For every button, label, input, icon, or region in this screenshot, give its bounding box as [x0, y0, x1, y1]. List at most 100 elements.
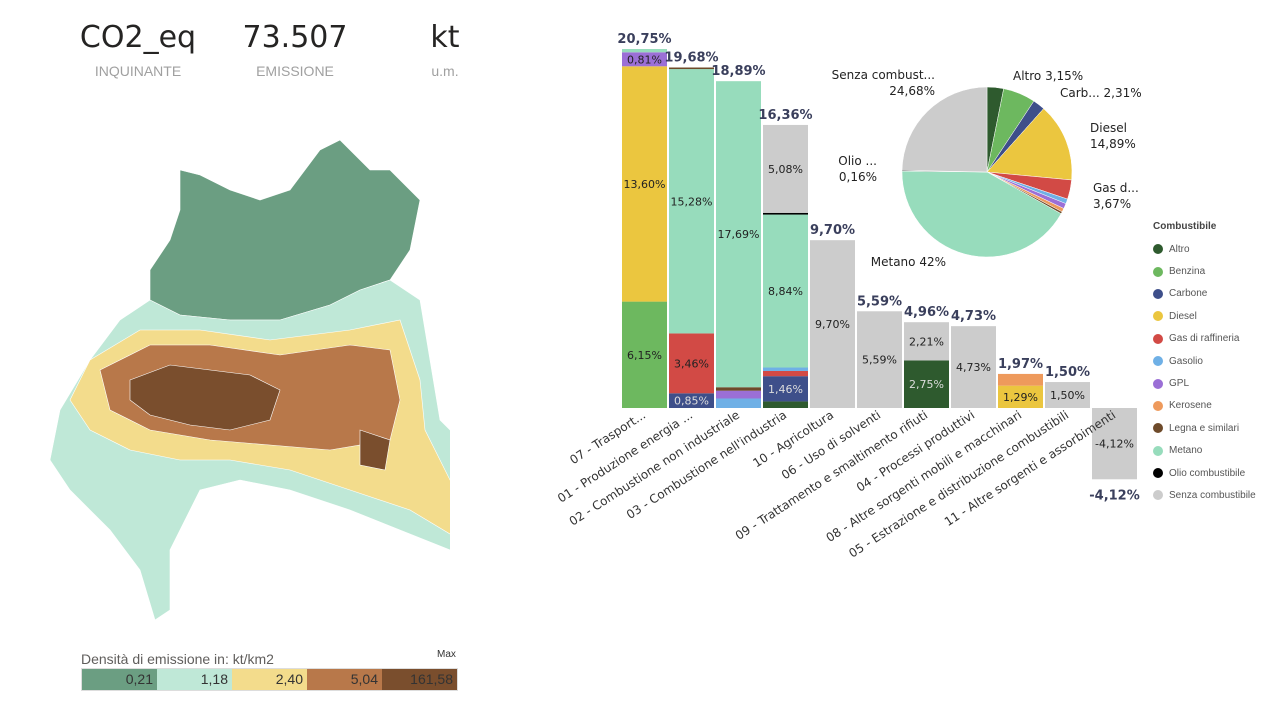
bar-segment[interactable] — [622, 52, 667, 67]
legend-item[interactable]: Kerosene — [1153, 395, 1256, 417]
bar-segment[interactable] — [763, 401, 808, 408]
pie-label-value: 14,89% — [1090, 137, 1136, 151]
legend-item[interactable]: GPL — [1153, 372, 1256, 394]
legend-label: Benzina — [1169, 266, 1206, 278]
kpi-label: u.m. — [431, 63, 459, 79]
map-color-scale: 0,21 1,18 2,40 5,04 161,58 — [81, 668, 458, 691]
legend-item[interactable]: Senza combustibile — [1153, 484, 1256, 506]
bar-segment[interactable] — [763, 214, 808, 368]
bar-total-label: 4,96% — [904, 305, 949, 320]
map-scale-max-label: Max — [437, 649, 456, 660]
map-region-very-high[interactable] — [359, 429, 391, 471]
bar-segment[interactable] — [763, 124, 808, 213]
bar-segment[interactable] — [763, 370, 808, 377]
legend-label: Kerosene — [1169, 400, 1212, 412]
pie-label: Altro 3,15% — [1013, 69, 1083, 83]
bar-total-label: 18,89% — [711, 64, 765, 79]
bar-segment[interactable] — [998, 373, 1043, 386]
legend-item[interactable]: Metano — [1153, 440, 1256, 462]
scale-bin: 0,21 — [82, 669, 157, 690]
legend-dot-icon — [1153, 266, 1163, 277]
legend-item[interactable]: Carbone — [1153, 283, 1256, 305]
lombardy-emission-map[interactable] — [30, 130, 450, 650]
kpi-label: INQUINANTE — [94, 63, 182, 79]
legend-item[interactable]: Legna e similari — [1153, 417, 1256, 439]
legend-label: Gasolio — [1169, 355, 1203, 367]
bar-segment[interactable] — [1045, 382, 1090, 408]
bar-total-label: 20,75% — [617, 32, 671, 47]
bar-segment[interactable] — [763, 212, 808, 215]
bar-segment[interactable] — [669, 69, 714, 334]
legend-dot-icon — [1153, 445, 1163, 456]
legend-item[interactable]: Gas di raffineria — [1153, 328, 1256, 350]
x-axis-tick-label: 11 - Altre sorgenti e assorbimenti — [942, 408, 1118, 529]
scale-bin: 1,18 — [157, 669, 232, 690]
bar-segment[interactable] — [716, 390, 761, 399]
legend-item[interactable]: Benzina — [1153, 260, 1256, 282]
legend-label: Olio combustibile — [1169, 467, 1246, 479]
map-scale-title: Densità di emissione in: kt/km2 — [81, 651, 274, 667]
bar-segment[interactable] — [763, 376, 808, 402]
pie-slice[interactable] — [901, 170, 1062, 258]
legend-item[interactable]: Gasolio — [1153, 350, 1256, 372]
pie-slice[interactable] — [986, 108, 1073, 181]
bar-segment[interactable] — [998, 385, 1043, 408]
x-axis-tick-label: 06 - Uso di solventi — [779, 408, 883, 483]
legend-dot-icon — [1153, 378, 1163, 389]
legend-label: Gas di raffineria — [1169, 333, 1240, 345]
fuel-legend: Combustibile Altro Benzina Carbone Diesel Ga… — [1153, 221, 1256, 507]
bar-segment[interactable] — [763, 367, 808, 371]
bar-segment[interactable] — [716, 398, 761, 408]
legend-label: Carbone — [1169, 288, 1208, 300]
bar-segment[interactable] — [622, 49, 667, 53]
bar-segment[interactable] — [857, 311, 902, 408]
bar-segment[interactable] — [716, 81, 761, 388]
pie-label: Senza combust... — [832, 68, 935, 82]
x-axis-tick-label: 07 - Trasport... — [567, 408, 648, 467]
legend-item[interactable]: Olio combustibile — [1153, 462, 1256, 484]
bar-total-label: 9,70% — [810, 223, 855, 238]
scale-bin: 2,40 — [232, 669, 307, 690]
legend-title: Combustibile — [1153, 221, 1217, 232]
x-axis-tick-label: 05 - Estrazione e distribuzione combusti… — [846, 408, 1071, 561]
bar-segment[interactable] — [669, 333, 714, 394]
x-axis-tick-label: 01 - Produzione energia ... — [555, 408, 695, 506]
x-axis-tick-label: 04 - Processi produttivi — [854, 408, 977, 495]
kpi-label: EMISSIONE — [256, 63, 334, 79]
bar-segment[interactable] — [904, 322, 949, 361]
kpi-value: kt — [430, 20, 460, 55]
legend-dot-icon — [1153, 356, 1163, 367]
bar-segment[interactable] — [951, 326, 996, 408]
bar-total-label: 4,73% — [951, 309, 996, 324]
x-axis-tick-label: 02 - Combustione non industriale — [567, 408, 742, 529]
pie-slice[interactable] — [901, 86, 988, 173]
bar-segment[interactable] — [622, 66, 667, 302]
kpi-value: 73.507 — [242, 20, 348, 55]
map-region-low[interactable] — [149, 139, 421, 321]
bar-total-label: 1,97% — [998, 357, 1043, 372]
legend-dot-icon — [1153, 400, 1163, 411]
bar-segment[interactable] — [810, 240, 855, 408]
bar-segment[interactable] — [1092, 408, 1137, 480]
pie-label-value: 3,67% — [1093, 197, 1131, 211]
legend-item[interactable]: Altro — [1153, 238, 1256, 260]
x-axis-tick-label: 10 - Agricoltura — [750, 408, 836, 471]
bar-segment[interactable] — [716, 387, 761, 391]
kpi-value: CO2_eq — [79, 20, 197, 55]
kpi-emission: 73.507 EMISSIONE — [195, 20, 395, 79]
legend-label: Diesel — [1169, 310, 1197, 322]
pie-label-value: 0,16% — [839, 170, 877, 184]
bar-total-label: 1,50% — [1045, 365, 1090, 380]
bar-segment[interactable] — [669, 67, 714, 70]
x-axis-tick-label: 03 - Combustione nell'industria — [624, 408, 789, 522]
bar-segment[interactable] — [622, 301, 667, 408]
scale-bin: 5,04 — [307, 669, 382, 690]
legend-label: GPL — [1169, 378, 1190, 390]
legend-item[interactable]: Diesel — [1153, 305, 1256, 327]
legend-dot-icon — [1153, 490, 1163, 501]
legend-label: Altro — [1169, 243, 1190, 255]
bar-segment[interactable] — [669, 393, 714, 408]
pie-label: Olio ... — [838, 154, 877, 168]
map-region-very-high[interactable] — [129, 364, 281, 431]
bar-segment[interactable] — [904, 360, 949, 408]
